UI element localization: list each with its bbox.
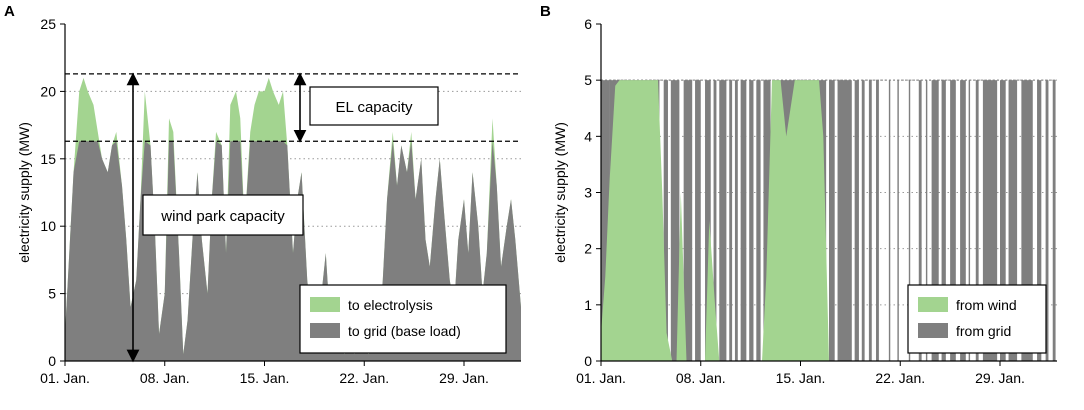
panel-a: A 0 5 10 15 20 25 01. Jan. 08. Jan. 15. Jan. 22.… bbox=[4, 3, 521, 386]
y-tick-label: 15 bbox=[40, 151, 56, 167]
x-tick-label: 22. Jan. bbox=[339, 370, 389, 386]
grid-supply-bar bbox=[1052, 80, 1056, 362]
panel-a-label: A bbox=[4, 3, 15, 20]
grid-supply-bar bbox=[734, 80, 738, 362]
x-tick-label: 01. Jan. bbox=[576, 370, 626, 386]
grid-supply-bar bbox=[705, 80, 711, 362]
legend-label-to-electrolysis: to electrolysis bbox=[348, 297, 433, 313]
panel-a-y-axis-label: electricity supply (MW) bbox=[16, 122, 32, 263]
grid-supply-bar bbox=[663, 80, 668, 362]
y-tick-label: 2 bbox=[584, 241, 592, 257]
y-tick-label: 3 bbox=[584, 185, 592, 201]
legend-label-to-grid: to grid (base load) bbox=[348, 323, 461, 339]
legend-label-from-grid: from grid bbox=[956, 323, 1011, 339]
grid-supply-bar bbox=[837, 80, 852, 362]
x-tick-label: 22. Jan. bbox=[875, 370, 925, 386]
panel-b-y-axis-label: electricity supply (MW) bbox=[552, 122, 568, 263]
grid-supply-bar bbox=[1000, 80, 1006, 362]
grid-supply-bar bbox=[868, 80, 872, 362]
grid-supply-bar bbox=[854, 80, 859, 362]
legend-swatch-to-electrolysis bbox=[310, 297, 340, 312]
panel-b-legend-box bbox=[907, 284, 1047, 354]
panel-b-wind-series-area bbox=[601, 80, 1057, 362]
grid-supply-bar bbox=[670, 80, 680, 362]
grid-supply-bar bbox=[729, 80, 733, 362]
y-tick-label: 5 bbox=[48, 286, 56, 302]
el-capacity-box bbox=[309, 86, 439, 126]
legend-swatch-to-grid bbox=[310, 323, 340, 338]
grid-supply-bar bbox=[931, 80, 939, 362]
grid-supply-bar bbox=[1008, 80, 1018, 362]
y-tick-label: 5 bbox=[584, 72, 592, 88]
y-tick-label: 0 bbox=[584, 353, 592, 369]
grid-supply-bar bbox=[941, 80, 946, 362]
panel-b-label: B bbox=[540, 3, 551, 20]
y-tick-label: 6 bbox=[584, 16, 592, 32]
grid-supply-bar bbox=[888, 80, 891, 362]
grid-supply-bar bbox=[1021, 80, 1033, 362]
panel-a-x-ticks: 01. Jan. 08. Jan. 15. Jan. 22. Jan. 29. Jan. bbox=[40, 361, 489, 386]
grid-supply-bar bbox=[950, 80, 956, 362]
y-tick-label: 10 bbox=[40, 218, 56, 234]
panel-b: B 0 1 2 3 4 5 6 01. Jan. 08. Jan. 15. Jan. 22. Ja… bbox=[540, 3, 1057, 386]
grid-supply-bar bbox=[925, 80, 928, 362]
y-tick-label: 20 bbox=[40, 83, 56, 99]
grid-supply-bar bbox=[960, 80, 966, 362]
grid-supply-bar bbox=[876, 80, 879, 362]
grid-supply-bar bbox=[763, 80, 771, 362]
grid-supply-bar bbox=[861, 80, 865, 362]
grid-supply-bar bbox=[683, 80, 693, 362]
grid-supply-bar bbox=[975, 80, 979, 362]
wind-park-capacity-text: wind park capacity bbox=[160, 208, 285, 225]
grid-supply-bar bbox=[1037, 80, 1042, 362]
grid-supply-bar bbox=[1045, 80, 1049, 362]
wind-park-capacity-box bbox=[142, 194, 304, 236]
panel-b-legend: from wind from grid bbox=[907, 284, 1047, 354]
legend-label-from-wind: from wind bbox=[956, 297, 1017, 313]
panel-b-y-ticks: 0 1 2 3 4 5 6 bbox=[584, 16, 601, 369]
panel-a-axes bbox=[64, 24, 521, 362]
grid-supply-bar bbox=[713, 80, 717, 362]
x-tick-label: 15. Jan. bbox=[776, 370, 826, 386]
panel-a-y-ticks: 0 5 10 15 20 25 bbox=[40, 16, 65, 369]
y-tick-label: 25 bbox=[40, 16, 56, 32]
x-tick-label: 08. Jan. bbox=[676, 370, 726, 386]
grid-supply-bar bbox=[749, 80, 754, 362]
grid-supply-bar bbox=[756, 80, 761, 362]
grid-supply-bar bbox=[601, 80, 610, 362]
panel-b-x-ticks: 01. Jan. 08. Jan. 15. Jan. 22. Jan. 29. Jan. bbox=[576, 361, 1025, 386]
grid-supply-bar bbox=[695, 80, 701, 362]
grid-supply-bar bbox=[740, 80, 747, 362]
x-tick-label: 01. Jan. bbox=[40, 370, 90, 386]
x-tick-label: 29. Jan. bbox=[439, 370, 489, 386]
legend-swatch-from-wind bbox=[918, 297, 948, 312]
grid-supply-bar bbox=[719, 80, 727, 362]
grid-supply-bar bbox=[829, 80, 835, 362]
legend-swatch-from-grid bbox=[918, 323, 948, 338]
x-tick-label: 29. Jan. bbox=[975, 370, 1025, 386]
panel-a-legend: to electrolysis to grid (base load) bbox=[299, 284, 507, 354]
x-tick-label: 08. Jan. bbox=[140, 370, 190, 386]
y-tick-label: 1 bbox=[584, 297, 592, 313]
panel-a-legend-box bbox=[299, 284, 507, 354]
grid-supply-bar bbox=[918, 80, 922, 362]
y-tick-label: 0 bbox=[48, 353, 56, 369]
el-capacity-text: EL capacity bbox=[336, 99, 413, 116]
grid-supply-bar bbox=[968, 80, 971, 362]
grid-supply-bar bbox=[897, 80, 899, 362]
y-tick-label: 4 bbox=[584, 128, 592, 144]
x-tick-label: 15. Jan. bbox=[240, 370, 290, 386]
grid-supply-bar bbox=[908, 80, 911, 362]
